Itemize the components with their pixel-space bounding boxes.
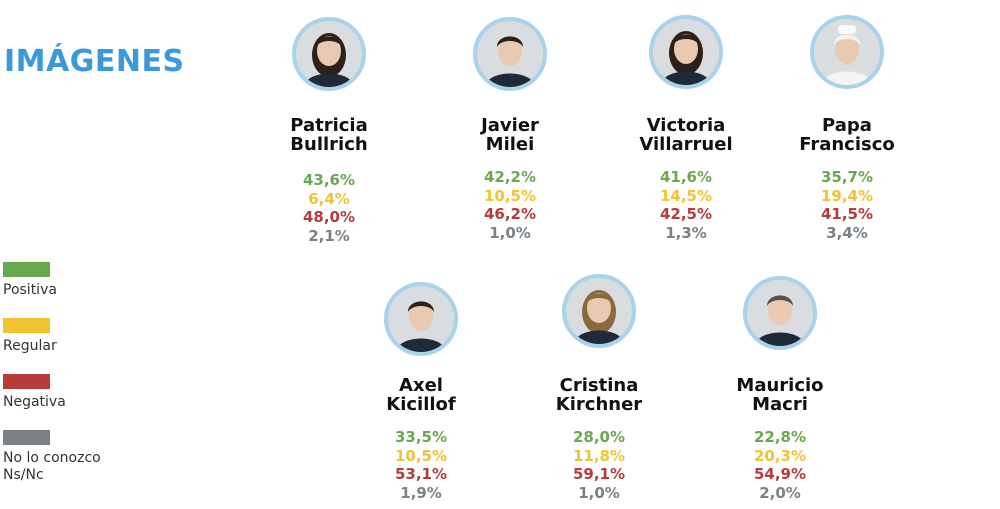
person-first-name: Axel (399, 375, 443, 396)
value-positiva: 42,2% (483, 168, 537, 186)
person-values: 33,5% 10,5% 53,1% 1,9% (336, 428, 506, 502)
person-first-name: Cristina (559, 375, 639, 396)
portrait-woman-long-hair-icon (649, 15, 723, 89)
person-last-name: Macri (752, 394, 808, 415)
legend-item-regular: Regular (3, 318, 57, 355)
person-values: 43,6% 6,4% 48,0% 2,1% (244, 171, 414, 245)
value-negativa: 53,1% (394, 465, 448, 483)
value-regular: 6,4% (308, 189, 350, 208)
person-values: 35,7% 19,4% 41,5% 3,4% (762, 168, 932, 242)
value-regular: 10,5% (394, 446, 448, 465)
person-name: Papa Francisco (762, 116, 932, 154)
person-first-name: Javier (481, 115, 539, 136)
legend-swatch-positiva (3, 262, 50, 277)
portrait-man-dark-hair-icon (384, 282, 458, 356)
person-last-name: Milei (485, 134, 535, 155)
legend-item-nsnc: No lo conozco Ns/Nc (3, 430, 101, 484)
person-last-name: Kicillof (386, 394, 456, 415)
legend-swatch-negativa (3, 374, 50, 389)
legend-label-positiva: Positiva (3, 282, 57, 298)
value-positiva: 43,6% (302, 171, 356, 189)
portrait-pope-icon (810, 15, 884, 89)
value-negativa: 48,0% (302, 208, 356, 226)
value-negativa: 46,2% (483, 205, 537, 223)
person-values: 28,0% 11,8% 59,1% 1,0% (514, 428, 684, 502)
legend-item-positiva: Positiva (3, 262, 57, 299)
person-values: 42,2% 10,5% 46,2% 1,0% (425, 168, 595, 242)
legend-item-negativa: Negativa (3, 374, 66, 411)
person-name: Javier Milei (425, 116, 595, 154)
person-last-name: Villarruel (639, 134, 733, 155)
person-last-name: Bullrich (290, 134, 368, 155)
value-regular: 19,4% (820, 186, 874, 205)
legend-swatch-regular (3, 318, 50, 333)
value-regular: 11,8% (572, 446, 626, 465)
value-nsnc: 2,0% (759, 483, 801, 502)
value-positiva: 41,6% (659, 168, 713, 186)
value-nsnc: 1,9% (400, 483, 442, 502)
value-nsnc: 1,0% (489, 223, 531, 242)
legend-label-negativa: Negativa (3, 394, 66, 410)
portrait-man-suit-icon (473, 17, 547, 91)
value-regular: 14,5% (659, 186, 713, 205)
person-first-name: Victoria (646, 115, 726, 136)
legend-swatch-nsnc (3, 430, 50, 445)
portrait-woman-blonde-icon (562, 274, 636, 348)
person-first-name: Mauricio (736, 375, 824, 396)
person-name: Victoria Villarruel (601, 116, 771, 154)
person-values: 41,6% 14,5% 42,5% 1,3% (601, 168, 771, 242)
value-negativa: 59,1% (572, 465, 626, 483)
value-positiva: 33,5% (394, 428, 448, 446)
person-name: Cristina Kirchner (514, 376, 684, 414)
person-first-name: Patricia (290, 115, 368, 136)
value-regular: 10,5% (483, 186, 537, 205)
value-positiva: 22,8% (753, 428, 807, 446)
legend-label-nsnc: No lo conozco Ns/Nc (3, 450, 101, 483)
person-last-name: Kirchner (555, 394, 643, 415)
person-name: Patricia Bullrich (244, 116, 414, 154)
value-negativa: 41,5% (820, 205, 874, 223)
value-positiva: 35,7% (820, 168, 874, 186)
value-negativa: 54,9% (753, 465, 807, 483)
value-nsnc: 1,3% (665, 223, 707, 242)
portrait-woman-dark-hair-icon (292, 17, 366, 91)
value-nsnc: 2,1% (308, 226, 350, 245)
chart-title: IMÁGENES (4, 44, 185, 79)
portrait-man-smiling-icon (743, 276, 817, 350)
person-first-name: Papa (822, 115, 872, 136)
person-name: Mauricio Macri (695, 376, 865, 414)
value-nsnc: 3,4% (826, 223, 868, 242)
person-name: Axel Kicillof (336, 376, 506, 414)
value-positiva: 28,0% (572, 428, 626, 446)
value-negativa: 42,5% (659, 205, 713, 223)
person-values: 22,8% 20,3% 54,9% 2,0% (695, 428, 865, 502)
value-nsnc: 1,0% (578, 483, 620, 502)
person-last-name: Francisco (799, 134, 895, 155)
value-regular: 20,3% (753, 446, 807, 465)
legend-label-regular: Regular (3, 338, 57, 354)
